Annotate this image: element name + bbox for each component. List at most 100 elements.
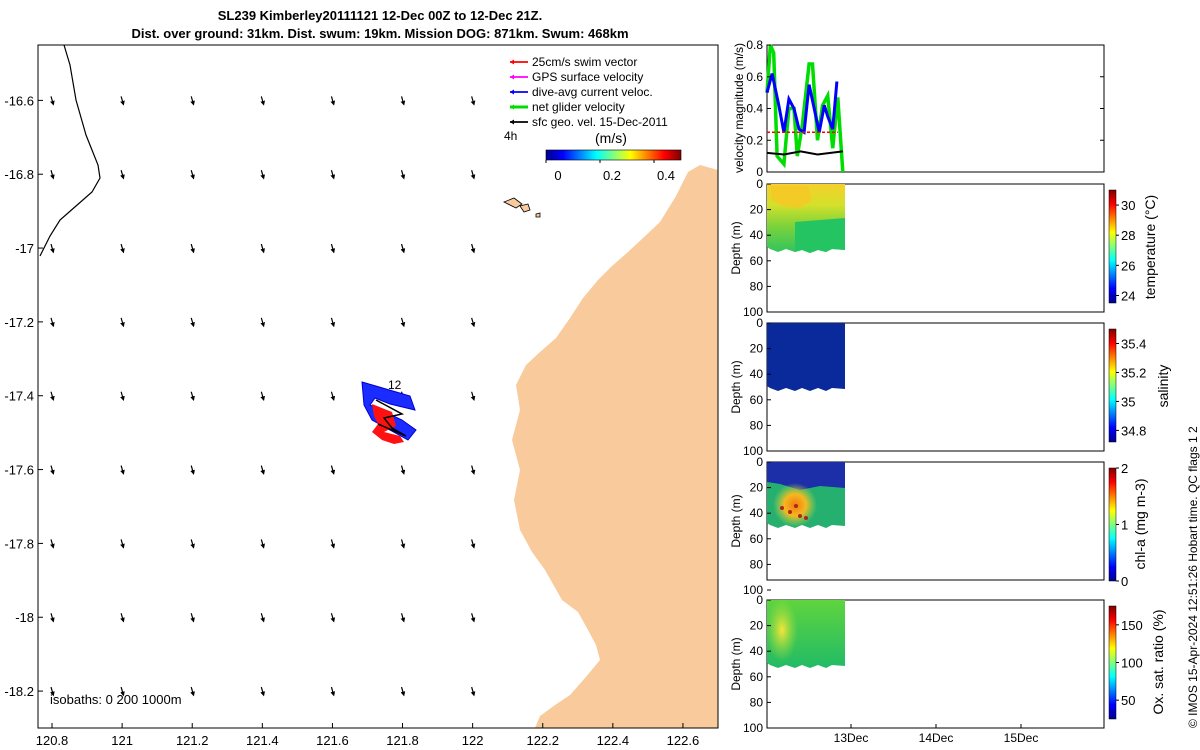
current-vector (190, 170, 195, 180)
chlorophyll-surface-layer (767, 462, 845, 490)
current-vector (50, 96, 55, 106)
cbar-tick-label: 35.2 (1121, 365, 1146, 380)
velocity-ylabel: velocity magnitude (m/s) (732, 43, 746, 173)
chlorophyll-hotspots (780, 504, 808, 520)
current-vector (120, 539, 125, 549)
velocity-y-tick-label: 0.8 (746, 38, 763, 52)
colorbar-tick-label: 0 (554, 168, 561, 183)
oxygen-y-axis: 0 20 40 60 80 100 (743, 593, 771, 735)
map-x-tick-label: 122.4 (597, 733, 630, 748)
salinity-panel: 0 20 40 60 80 100 34.8 35 35.2 35.4 salinity Dep… (729, 316, 1171, 458)
current-vector (330, 391, 336, 402)
depth-tick-label: 100 (743, 721, 763, 735)
temperature-clabel: temperature (°C) (1142, 195, 1158, 299)
current-vector (470, 613, 476, 623)
depth-tick-label: 80 (750, 279, 764, 293)
current-vector (400, 613, 406, 623)
velocity-y-axis: 0 0.2 0.4 0.6 0.8 (746, 38, 1104, 179)
current-vector (470, 686, 476, 697)
current-vector (50, 170, 55, 180)
depth-tick-label: 40 (750, 228, 764, 242)
current-vector (470, 391, 476, 402)
salinity-colorbar (1108, 328, 1117, 443)
track-label: 12 (388, 378, 402, 392)
map-x-axis: 120.8 121 121.2 121.4 121.6 121.8 122 122.2 122.… (36, 723, 699, 748)
legend-label: 25cm/s swim vector (532, 55, 637, 69)
current-vector (50, 686, 55, 697)
map-y-axis: -16.6 -16.8 -17 -17.2 -17.4 -17.6 -17.8 -18 -18.… (4, 93, 43, 699)
current-vector (470, 243, 476, 254)
current-vector (330, 686, 336, 697)
temperature-cool-patch (795, 218, 845, 253)
chlorophyll-panel: 0 20 40 60 80 100 0 1 2 chl-a (mg m-3) Depth (m… (729, 455, 1148, 597)
legend-label: dive-avg current veloc. (532, 85, 653, 99)
current-vector (120, 686, 125, 697)
cbar-tick-label: 1 (1121, 518, 1128, 533)
depth-tick-label: 20 (750, 619, 764, 633)
map-y-tick-label: -17.2 (4, 315, 34, 330)
depth-tick-label: 0 (756, 177, 763, 191)
current-vector (190, 96, 195, 106)
depth-tick-label: 40 (750, 644, 764, 658)
current-vector (50, 243, 55, 254)
depth-tick-label: 100 (743, 305, 763, 319)
depth-tick-label: 60 (750, 670, 764, 684)
current-vector (470, 170, 476, 180)
cbar-tick-label: 35.4 (1121, 336, 1146, 351)
oxygen-ylabel: Depth (m) (729, 637, 743, 690)
current-vector (330, 96, 336, 106)
speed-colorbar-ticks: 0 0.2 0.4 (545, 160, 675, 183)
current-vector (260, 613, 265, 623)
current-vector (260, 391, 265, 402)
legend-arrowhead (510, 59, 514, 65)
current-vector (400, 317, 406, 328)
current-vector (330, 613, 336, 623)
current-vector (400, 96, 406, 106)
map-x-tick-label: 122.6 (667, 733, 700, 748)
coastline-west (39, 45, 101, 257)
current-vector (400, 465, 406, 475)
temperature-colorbar (1108, 189, 1117, 304)
oxygen-clabel: Ox. sat. ratio (%) (1150, 609, 1166, 714)
current-vector (330, 539, 336, 549)
cbar-tick-label: 26 (1121, 258, 1135, 273)
depth-tick-label: 80 (750, 418, 764, 432)
cbar-tick-label: 35 (1121, 394, 1135, 409)
map-y-tick-label: -16.6 (4, 93, 34, 108)
cbar-tick-label: 50 (1121, 693, 1135, 708)
cbar-tick-label: 24 (1121, 288, 1135, 303)
cbar-tick-label: 150 (1121, 618, 1143, 633)
map-y-tick-label: -16.8 (4, 167, 34, 182)
current-vector (50, 465, 55, 475)
chlorophyll-ylabel: Depth (m) (729, 494, 743, 547)
temperature-warm-patch (770, 186, 812, 208)
oxygen-colorbar-ticks: 50 100 150 (1116, 618, 1143, 708)
oxygen-panel: 0 20 40 60 80 100 13Dec 14Dec 15Dec 50 100 150 Ox… (729, 593, 1166, 745)
legend-arrowhead (510, 104, 514, 110)
current-vector (190, 243, 195, 254)
colorbar-label: (m/s) (595, 130, 627, 146)
cbar-tick-label: 30 (1121, 198, 1135, 213)
map-frame (37, 44, 719, 729)
colorbar-tick-label: 0.2 (603, 168, 621, 183)
velocity-y-tick-label: 0.2 (746, 133, 763, 147)
legend-label: sfc geo. vel. 15-Dec-2011 (532, 115, 668, 129)
depth-tick-label: 80 (750, 695, 764, 709)
current-vector-field (50, 96, 476, 697)
current-vector (260, 317, 265, 328)
map-y-tick-label: -17.8 (4, 536, 34, 551)
current-vector (50, 391, 55, 402)
current-vector (120, 96, 125, 106)
current-vector (260, 465, 265, 475)
oxygen-colorbar (1108, 605, 1117, 720)
current-vector (400, 243, 406, 254)
current-vector (260, 170, 265, 180)
legend-arrowhead (510, 119, 514, 125)
depth-tick-label: 20 (750, 203, 764, 217)
map-x-tick-label: 121.8 (386, 733, 419, 748)
salinity-section (767, 323, 845, 391)
temperature-y-axis: 0 20 40 60 80 100 (743, 177, 771, 319)
depth-tick-label: 100 (743, 583, 763, 597)
velocity-y-tick-label: 0.4 (746, 102, 763, 116)
